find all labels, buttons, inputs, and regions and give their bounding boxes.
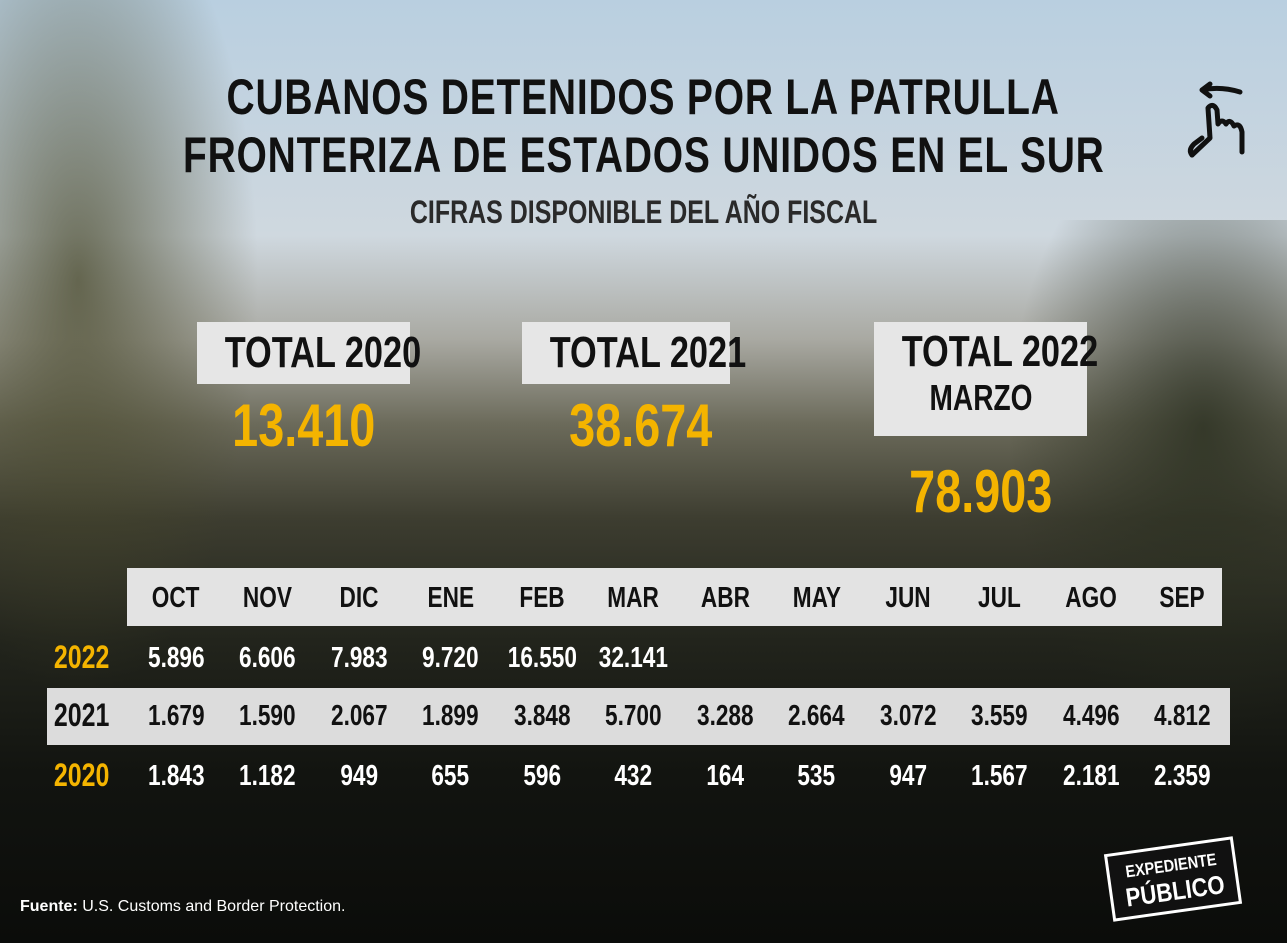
month-header-nov: NOV [242,582,293,614]
table-cell-2020-mar: 432 [614,760,653,792]
table-cell-2020-sep: 2.359 [1154,760,1211,792]
month-header-dic: DIC [339,582,379,614]
month-header-sep: SEP [1159,582,1206,614]
table-cell-2020-jul: 1.567 [971,760,1028,792]
table-cell-2021-nov: 1.590 [239,700,296,732]
year-label-2022: 2022 [54,639,110,675]
month-header-feb: FEB [519,582,565,614]
total-2021-value: 38.674 [569,392,713,459]
subtitle: CIFRAS DISPONIBLE DEL AÑO FISCAL [409,194,878,230]
table-cell-2020-dic: 949 [340,760,378,792]
table-cell-2021-jul: 3.559 [971,700,1028,732]
month-header-abr: ABR [700,582,750,614]
month-header-ene: ENE [427,582,474,614]
table-cell-2021-sep: 4.812 [1154,700,1211,732]
month-header-mar: MAR [607,582,660,614]
table-cell-2022-dic: 7.983 [330,642,388,674]
month-header-may: MAY [792,582,841,614]
background-trees-right [1007,220,1287,740]
table-cell-2021-ene: 1.899 [422,700,479,732]
table-cell-2021-feb: 3.848 [513,700,571,732]
total-2022-label: TOTAL 2022 MARZO [874,322,1098,436]
table-cell-2022-nov: 6.606 [239,642,296,674]
title-line-1: CUBANOS DETENIDOS POR LA PATRULLA [226,69,1061,125]
table-cell-2021-dic: 2.067 [330,700,388,732]
source-label: Fuente: [20,898,78,915]
year-label-2021: 2021 [54,697,110,733]
table-cell-2021-ago: 4.496 [1062,700,1120,732]
table-cell-2020-may: 535 [797,760,836,792]
table-cell-2021-oct: 1.679 [147,700,205,732]
total-2022-value: 78.903 [908,458,1053,525]
table-cell-2022-ene: 9.720 [422,642,479,674]
month-header-oct: OCT [152,582,200,614]
month-header-ago: AGO [1065,582,1117,614]
month-header-jul: JUL [978,582,1021,614]
table-cell-2020-nov: 1.182 [239,760,296,792]
table-cell-2022-feb: 16.550 [507,642,577,674]
total-2021-label: TOTAL 2021 [522,322,746,384]
month-header-row [127,568,1222,626]
total-2020-label: TOTAL 2020 [197,322,421,384]
table-cell-2022-oct: 5.896 [147,642,205,674]
title-line-2: FRONTERIZA DE ESTADOS UNIDOS EN EL SUR [182,127,1105,183]
total-2022-sublabel: MARZO [929,377,1032,418]
table-cell-2020-jun: 947 [889,760,927,792]
source-text: U.S. Customs and Border Protection. [82,898,346,915]
source-footer: Fuente: U.S. Customs and Border Protecti… [20,898,345,916]
table-cell-2020-feb: 596 [523,760,561,792]
expediente-publico-logo: EXPEDIENTE PÚBLICO [1103,836,1243,922]
table-cell-2020-ago: 2.181 [1062,760,1120,792]
total-2020-value: 13.410 [231,392,376,459]
table-cell-2022-mar: 32.141 [598,642,669,674]
table-cell-2021-abr: 3.288 [696,700,754,732]
month-header-jun: JUN [885,582,931,614]
table-cell-2020-ene: 655 [431,760,470,792]
row-2021-band [47,688,1230,745]
table-cell-2020-abr: 164 [706,760,744,792]
table-cell-2021-mar: 5.700 [605,700,662,732]
swipe-left-hand-icon [1187,81,1245,158]
table-cell-2021-jun: 3.072 [879,700,937,732]
year-label-2020: 2020 [54,757,110,793]
table-cell-2020-oct: 1.843 [147,760,205,792]
table-cell-2021-may: 2.664 [788,700,845,732]
